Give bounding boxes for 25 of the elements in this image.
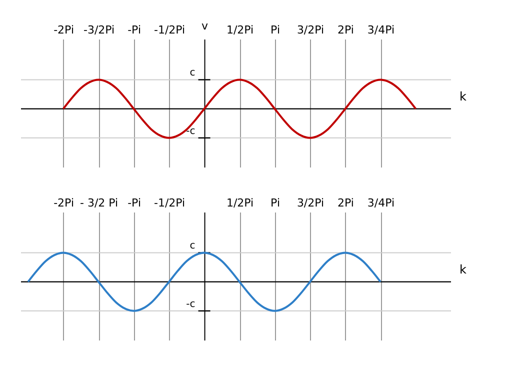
x-tick-label: 2Pi [338, 24, 354, 36]
ref-line-label: c [190, 240, 196, 252]
x-tick-label: 3/2Pi [296, 24, 324, 36]
x-tick-label: 1/2Pi [226, 24, 254, 36]
ref-line-label: -c [186, 298, 196, 310]
x-tick-label: 3/2Pi [296, 196, 324, 210]
x-tick-label: -1/2Pi [154, 24, 186, 36]
x-tick-label: 3/4Pi [367, 196, 395, 210]
x-tick-label: -Pi [128, 24, 141, 36]
ref-line-label: c [190, 68, 196, 79]
x-tick-label: -Pi [128, 196, 141, 210]
x-tick-label: -2Pi [54, 24, 74, 36]
x-tick-label: -1/2Pi [154, 196, 186, 210]
x-tick-label: - 3/2 Pi [80, 196, 118, 210]
x-axis-title: k [460, 262, 466, 276]
x-tick-label: Pi [270, 24, 280, 36]
x-tick-label: -3/2Pi [83, 24, 115, 36]
ref-line-label: -c [186, 126, 196, 137]
x-tick-label: Pi [270, 196, 280, 210]
x-tick-label: 2Pi [338, 196, 354, 210]
x-axis-title: k [460, 89, 466, 104]
x-tick-label: 3/4Pi [367, 24, 395, 36]
y-axis-title: v [202, 20, 209, 32]
x-tick-label: -2Pi [54, 196, 74, 210]
x-tick-label: 1/2Pi [226, 196, 254, 210]
